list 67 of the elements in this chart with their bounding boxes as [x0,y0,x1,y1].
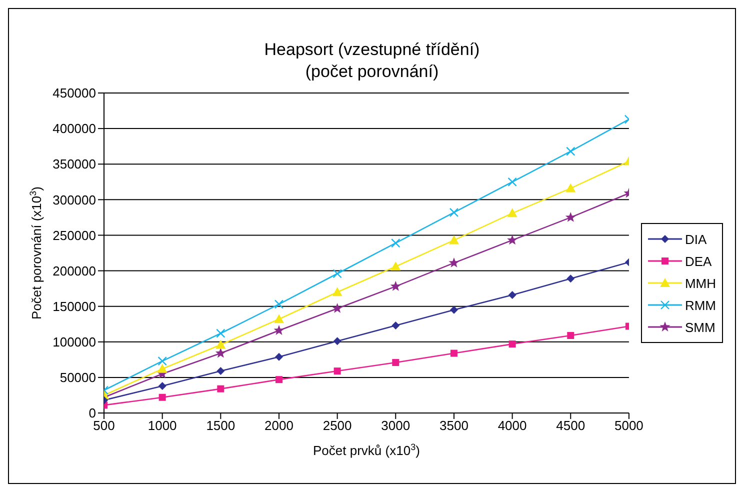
point [566,183,576,192]
point [274,352,283,361]
point [216,367,225,376]
point [274,314,284,324]
point [158,356,167,366]
x-tick-label: 2000 [264,418,294,434]
legend-label: RMM [684,298,716,312]
point [567,332,574,339]
x-tick-label: 5000 [614,418,644,434]
x-tick-label: 3500 [440,418,468,434]
point [332,287,342,296]
point [508,177,517,186]
point [390,280,401,291]
legend-label: DIA [684,232,707,246]
legend-label: DEA [684,254,712,268]
x-tick-label: 500 [93,418,115,434]
point [217,385,224,392]
point [392,322,400,330]
x-tick-label: 1500 [206,418,236,434]
legend-label: MMH [684,276,716,290]
y-tick-label: 150000 [52,298,96,314]
x-tick-label: 2500 [322,418,352,434]
point [450,306,458,314]
point [450,350,458,357]
y-tick-label: 200000 [52,263,96,278]
point [275,376,282,384]
x-tick-label: 4000 [498,418,527,434]
point [333,337,342,346]
point [566,274,575,283]
y-tick-label: 400000 [52,121,96,136]
point [392,359,400,366]
point [565,212,576,222]
x-tick-label: 1000 [148,418,177,434]
point [448,257,460,268]
x-axis-title: Počet prvků (x10$^{3}$) [313,442,420,458]
x-tick-label: 4500 [556,418,586,434]
point [157,364,168,373]
point [508,290,516,299]
x-tick-label: 3000 [381,418,410,434]
y-tick-label: 250000 [52,228,96,243]
chart-subtitle: (počet porovnání) [304,61,440,83]
point [274,300,284,309]
point [215,348,226,358]
point [332,269,342,278]
y-tick-label: 350000 [52,156,96,172]
y-tick-label: 50000 [60,370,96,386]
point [158,394,166,401]
point [566,146,576,156]
legend-label: SMM [684,320,716,334]
point [216,340,226,349]
point [508,340,516,348]
point [216,328,226,338]
point [274,325,284,335]
y-tick-label: 300000 [52,192,96,208]
chart-title: Heapsort (vzestupné třídění) [263,39,481,61]
point [448,235,459,244]
y-tick-label: 100000 [52,334,96,350]
point [158,382,166,390]
y-tick-label: 450000 [52,86,96,101]
point [334,368,341,375]
point [390,262,401,271]
point [332,302,343,313]
point [391,238,400,248]
point [507,208,518,218]
y-tick-label: 0 [88,406,96,421]
point [449,208,459,218]
point [507,234,518,245]
